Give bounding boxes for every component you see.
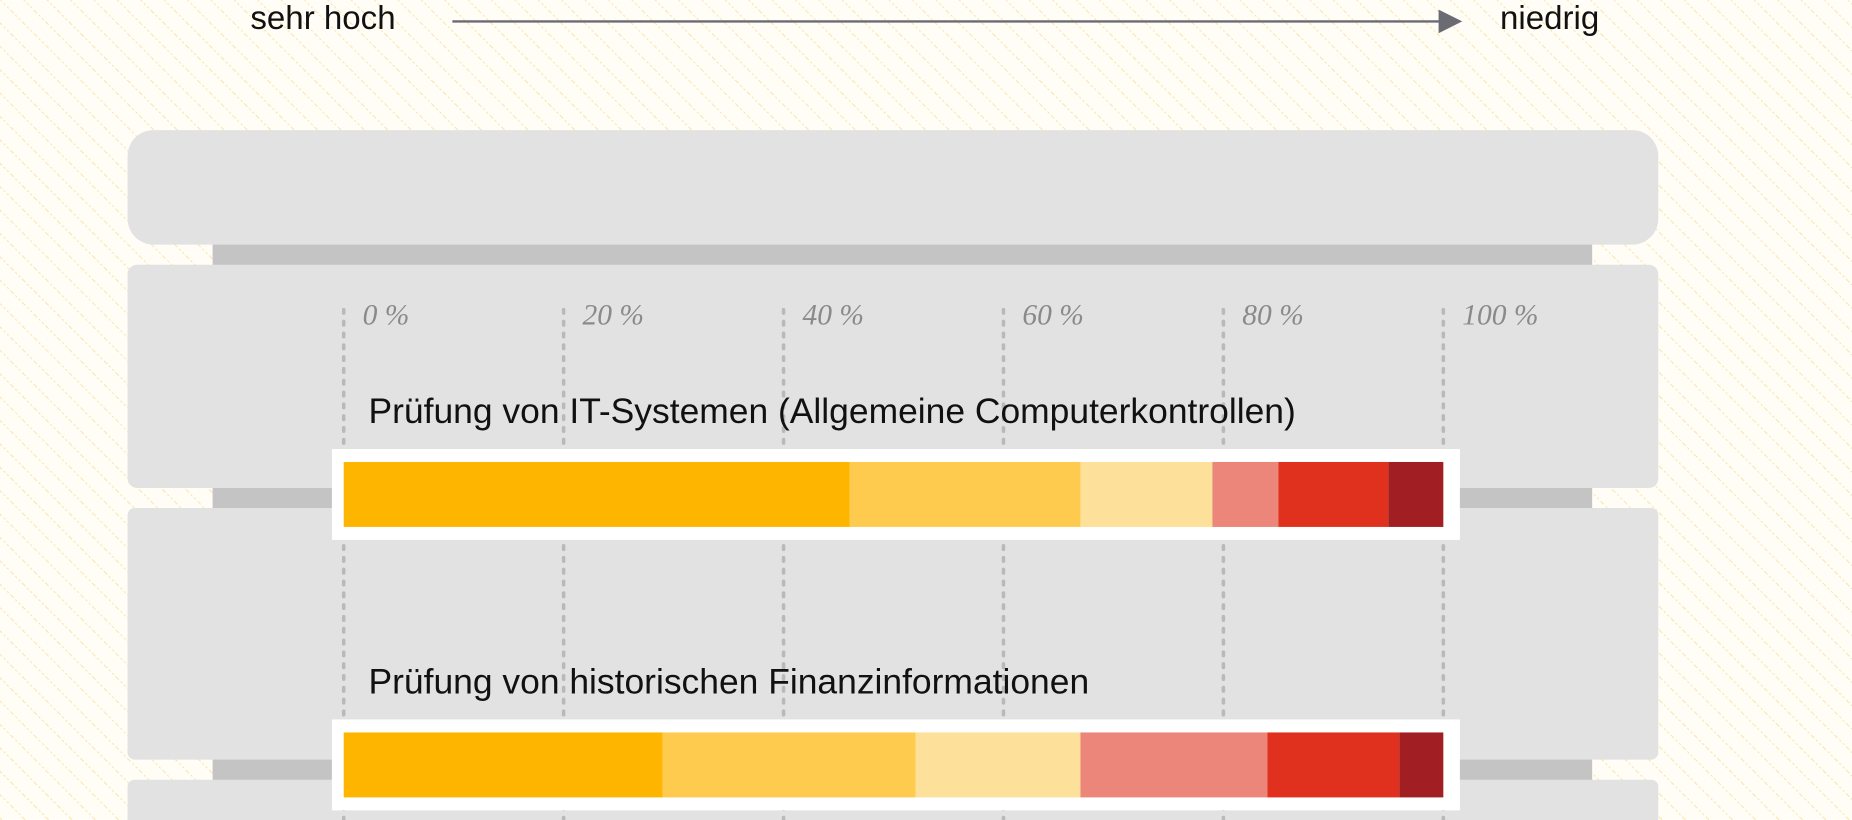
legend-start: sehr hoch [250, 0, 395, 37]
x-tick-label: 60 % [1022, 300, 1083, 332]
bar-segment [662, 732, 916, 798]
bar-segment [1267, 732, 1400, 798]
panel [127, 508, 1659, 760]
bar-segment [1080, 461, 1213, 527]
bar-segment [1080, 732, 1268, 798]
bar-segment [1278, 461, 1389, 527]
arrow-head [1438, 9, 1463, 34]
bars: Prüfung von IT-Systemen (Allgemeine Comp… [331, 391, 1460, 811]
bar-segment [1212, 461, 1279, 527]
x-tick-label: 20 % [583, 300, 644, 332]
panel [127, 264, 1659, 488]
bar-segment [849, 461, 1081, 527]
x-tick-label: 100 % [1462, 300, 1538, 332]
category-label: Prüfung von IT-Systemen (Allgemeine Comp… [369, 391, 1296, 431]
bar-segment [1399, 732, 1444, 798]
x-tick-label: 80 % [1242, 300, 1303, 332]
category-label: Prüfung von historischen Finanzinformati… [369, 661, 1090, 701]
x-tick-label: 40 % [802, 300, 863, 332]
x-tick-label: 0 % [363, 300, 410, 332]
bar-segment [1388, 461, 1444, 527]
bar-segment [343, 732, 663, 798]
bar-segment [915, 732, 1081, 798]
bar-segment [343, 461, 850, 527]
legend-end: niedrig [1500, 0, 1599, 37]
panel [127, 130, 1659, 245]
